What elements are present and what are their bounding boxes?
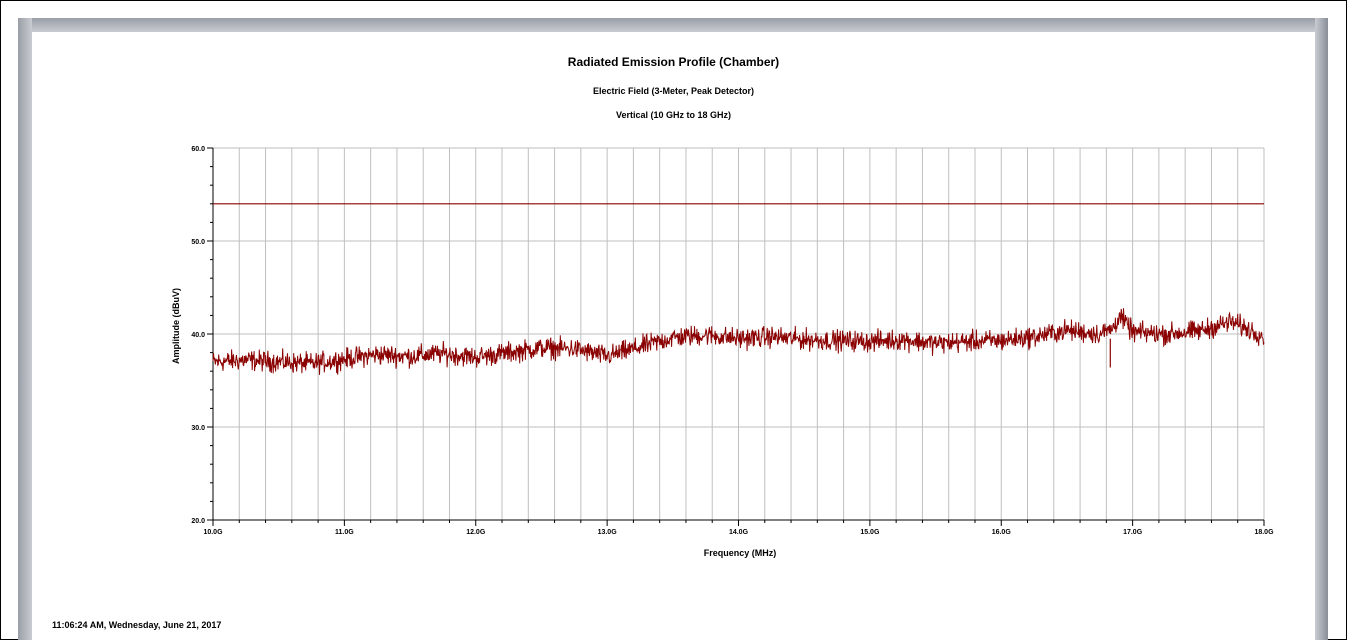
emission-trace <box>212 308 1265 375</box>
x-axis-label: Frequency (MHz) <box>703 548 777 558</box>
timestamp: 11:06:24 AM, Wednesday, June 21, 2017 <box>52 620 222 630</box>
y-tick-label: 20.0 <box>191 518 205 525</box>
y-tick-label: 50.0 <box>191 239 205 246</box>
x-tick-label: 11.0G <box>335 529 354 536</box>
x-tick-label: 13.0G <box>598 529 618 536</box>
x-tick-label: 10.0G <box>203 529 223 536</box>
frame-left-bevel <box>18 18 32 640</box>
chart-subtitle-1: Electric Field (3-Meter, Peak Detector) <box>592 86 755 96</box>
x-tick-label: 12.0G <box>466 529 486 536</box>
y-tick-label: 40.0 <box>191 332 205 339</box>
y-axis-label: Amplitude (dBuV) <box>171 288 181 364</box>
x-tick-label: 16.0G <box>992 529 1012 536</box>
x-tick-label: 18.0G <box>1254 529 1274 536</box>
x-tick-label: 15.0G <box>860 529 880 536</box>
frame-top-bevel <box>18 18 1328 32</box>
y-tick-label: 60.0 <box>191 146 205 153</box>
frame-right-bevel <box>1315 18 1328 640</box>
chart-title: Radiated Emission Profile (Chamber) <box>567 55 780 69</box>
chart-subtitle-2: Vertical (10 GHz to 18 GHz) <box>615 110 732 120</box>
x-tick-label: 14.0G <box>729 529 749 536</box>
x-tick-label: 17.0G <box>1123 529 1143 536</box>
y-tick-label: 30.0 <box>191 425 205 432</box>
